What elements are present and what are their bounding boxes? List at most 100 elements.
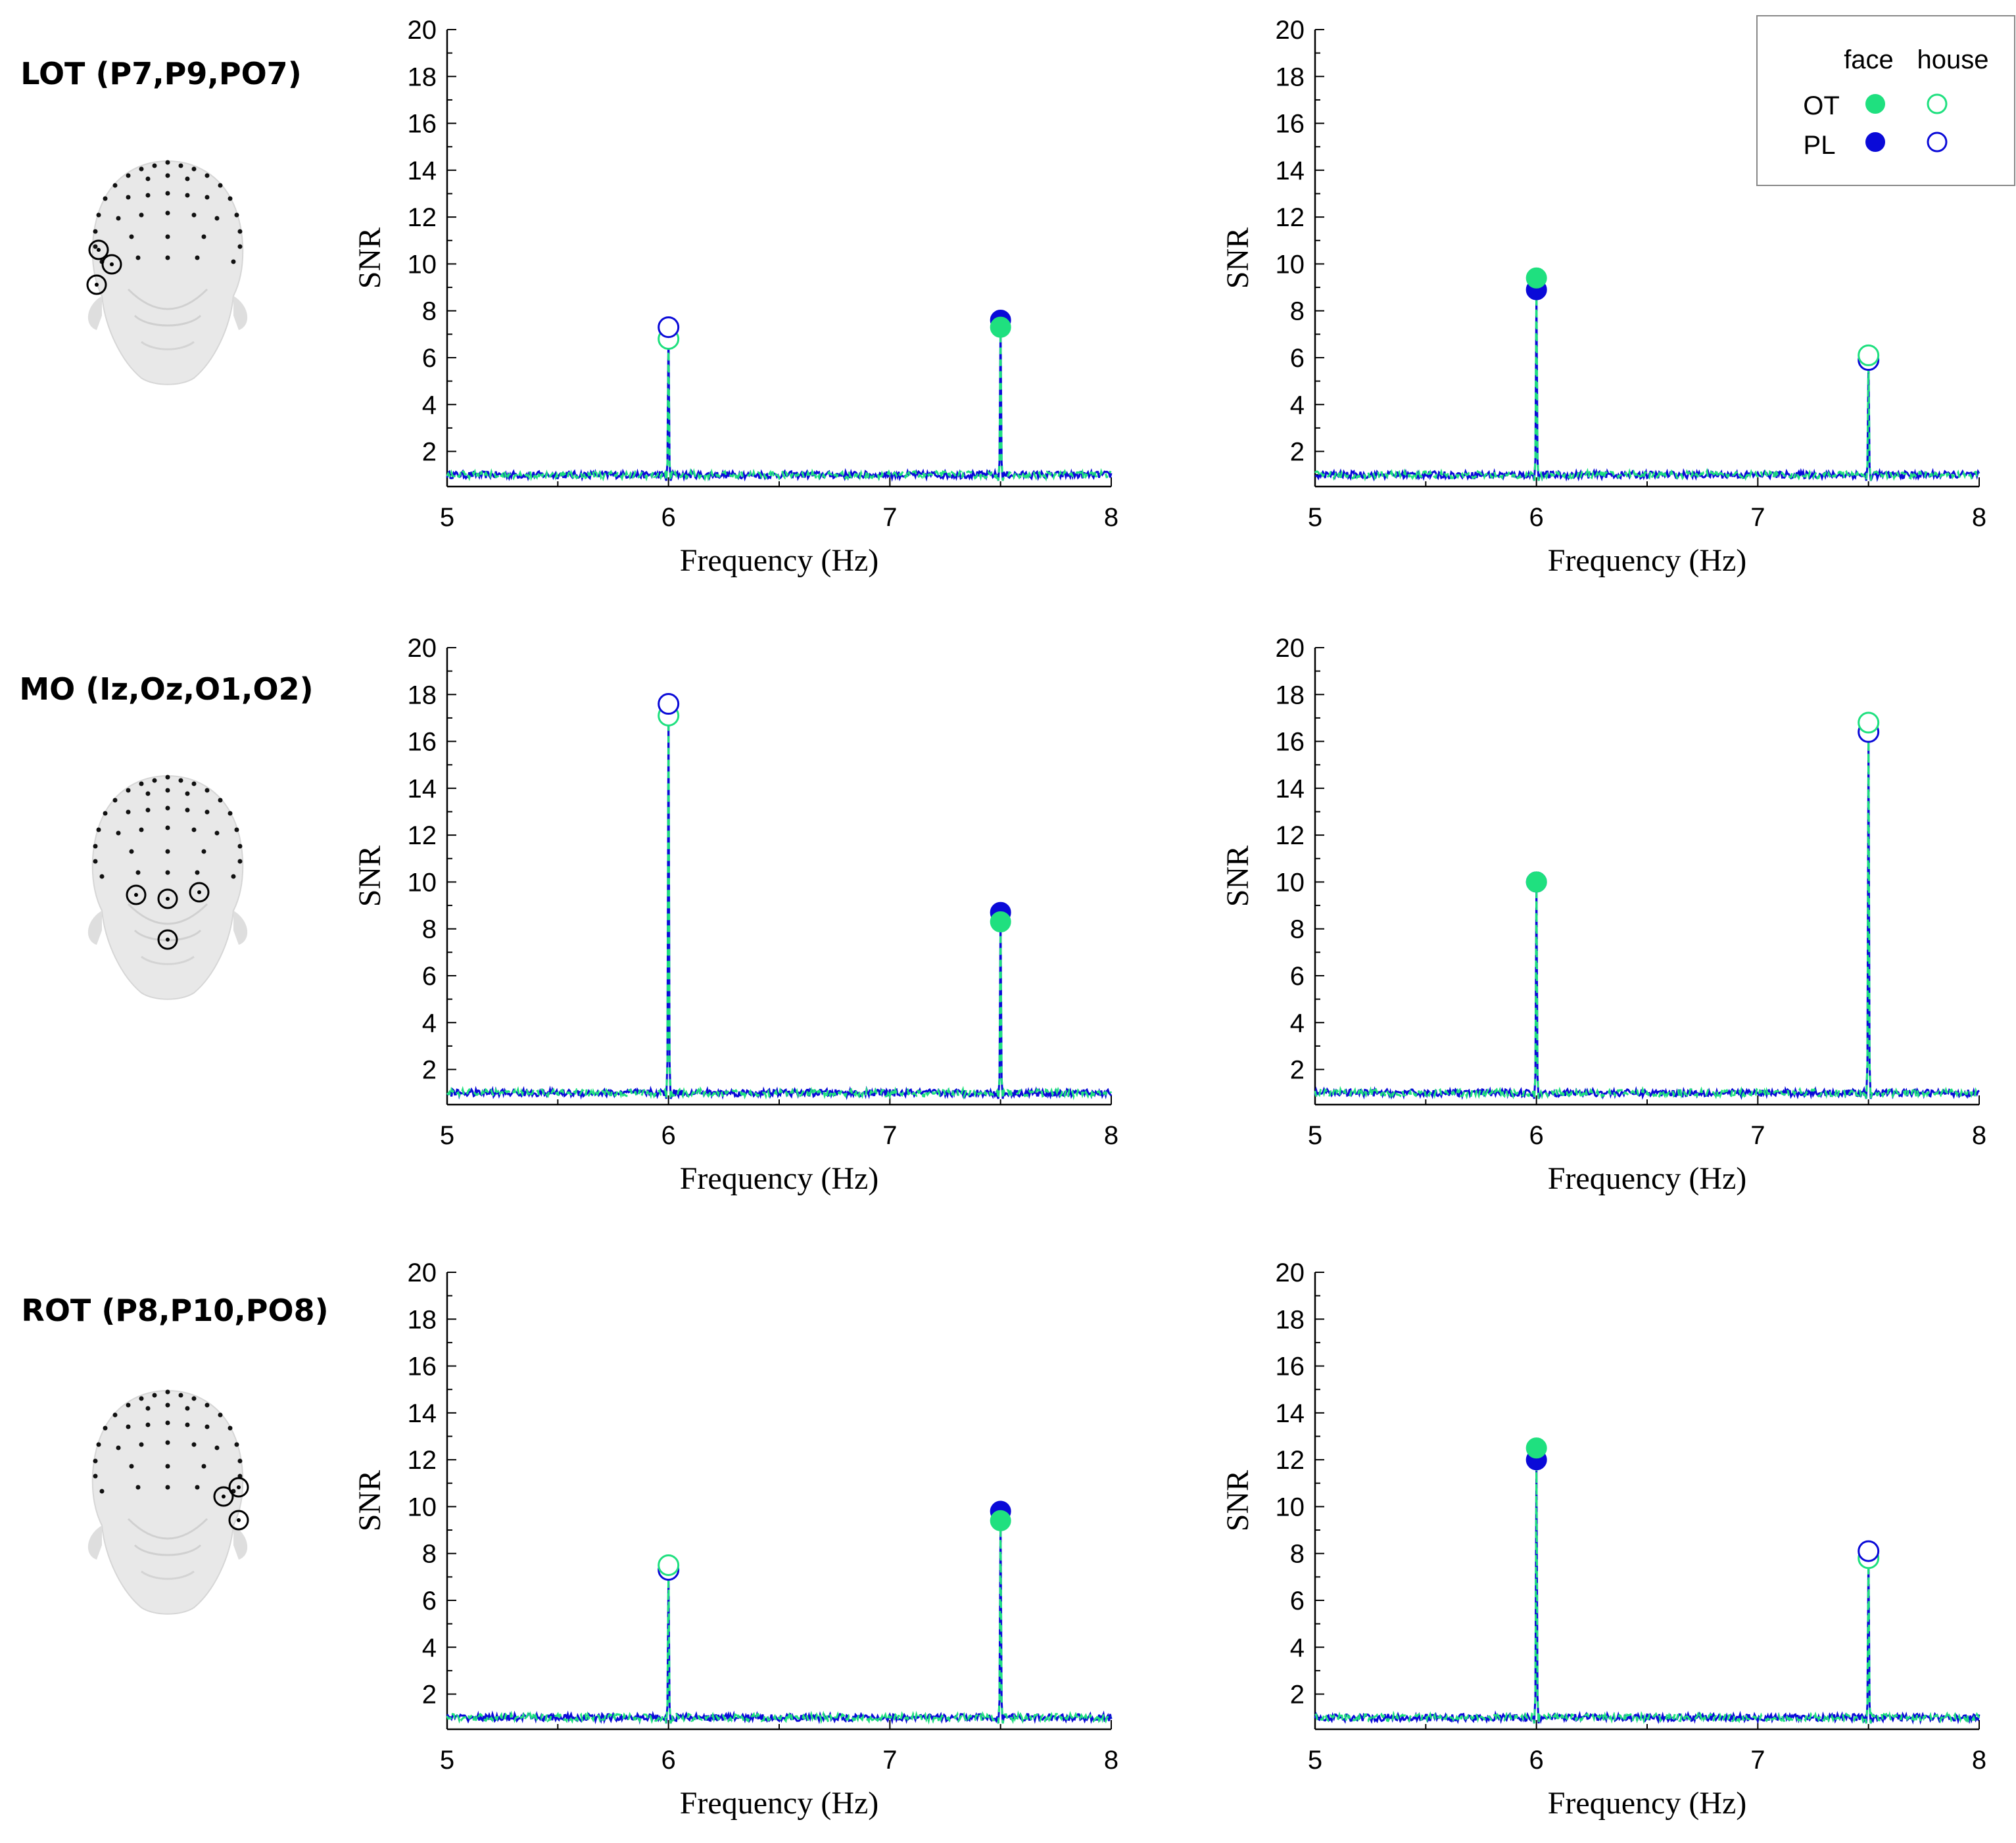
y-tick-label: 10	[408, 1493, 437, 1521]
x-axis-title: Frequency (Hz)	[1548, 543, 1747, 578]
x-axis-title: Frequency (Hz)	[680, 1161, 879, 1196]
x-tick-label: 7	[1750, 503, 1765, 532]
y-tick-label: 8	[422, 1540, 437, 1569]
x-tick-label: 6	[1529, 503, 1544, 532]
y-tick-label: 14	[1276, 156, 1305, 185]
y-tick-label: 2	[1290, 1056, 1305, 1085]
legend-box	[1756, 15, 2015, 186]
y-tick-label: 2	[1290, 1681, 1305, 1710]
y-tick-label: 6	[1290, 1587, 1305, 1616]
x-tick-label: 7	[882, 1121, 897, 1150]
y-tick-label: 6	[422, 962, 437, 991]
x-axis-title: Frequency (Hz)	[1548, 1786, 1747, 1821]
y-tick-label: 12	[408, 1446, 437, 1475]
head-electrode-map-rot	[87, 1389, 249, 1616]
y-tick-label: 16	[1276, 728, 1305, 757]
y-tick-label: 4	[422, 1633, 437, 1662]
legend-row-pl: PL	[1804, 131, 1836, 160]
legend-row-ot: OT	[1803, 91, 1840, 120]
series-line-pl	[446, 320, 1113, 482]
x-tick-label: 7	[1750, 1746, 1765, 1775]
y-tick-label: 8	[1290, 915, 1305, 944]
chart-panel-mo-left: 2 4 6 8 10 12 14 16 18 20 5 6 7 8 Frequency (Hz) SNR	[352, 634, 1118, 1196]
y-tick-label: 16	[408, 1352, 437, 1381]
x-tick-label: 6	[1529, 1121, 1544, 1150]
y-axis-title: SNR	[352, 227, 387, 289]
y-tick-label: 12	[1276, 821, 1305, 850]
y-tick-label: 14	[1276, 1399, 1305, 1428]
y-tick-label: 16	[1276, 1352, 1305, 1381]
y-tick-label: 14	[1276, 775, 1305, 803]
y-tick-label: 8	[422, 297, 437, 326]
y-tick-label: 18	[1276, 1305, 1305, 1334]
series-line-ot	[446, 1520, 1113, 1725]
y-tick-label: 10	[408, 250, 437, 279]
y-tick-label: 4	[422, 1009, 437, 1038]
legend-col-house: house	[1917, 45, 1989, 74]
y-tick-label: 4	[1290, 391, 1305, 419]
y-tick-label: 4	[422, 391, 437, 419]
legend-marker-pl-face	[1865, 132, 1885, 152]
y-tick-label: 20	[1276, 634, 1305, 663]
y-tick-label: 12	[1276, 203, 1305, 232]
series-line-pl	[1314, 1460, 1980, 1725]
peak-marker-ot-house	[658, 1554, 680, 1577]
y-axis-title: SNR	[352, 846, 387, 907]
peak-marker-pl-house	[658, 316, 680, 339]
x-tick-label: 5	[440, 503, 454, 532]
highlighted-electrodes-rot	[213, 1477, 249, 1531]
x-tick-label: 6	[1529, 1746, 1544, 1775]
y-tick-label: 6	[422, 344, 437, 373]
legend-marker-ot-face	[1865, 94, 1885, 114]
legend-marker-ot-house	[1927, 93, 1948, 114]
y-tick-label: 20	[1276, 16, 1305, 45]
row-title-lot: LOT (P7,P9,PO7)	[20, 56, 301, 91]
y-tick-label: 10	[1276, 1493, 1305, 1521]
y-tick-label: 2	[422, 1681, 437, 1710]
series-line-pl	[1314, 289, 1980, 483]
y-tick-label: 16	[408, 110, 437, 139]
head-electrode-map-lot	[86, 159, 249, 386]
y-tick-label: 12	[408, 821, 437, 850]
peak-marker-pl-house	[1858, 1540, 1880, 1562]
x-tick-label: 6	[661, 1746, 676, 1775]
peak-marker-ot-face	[1525, 1437, 1547, 1459]
y-tick-label: 12	[408, 203, 437, 232]
chart-panel-lot-right: 2 4 6 8 10 12 14 16 18 20 5 6 7 8 Frequency (Hz) SNR	[1220, 16, 1986, 578]
y-tick-label: 18	[408, 1305, 437, 1334]
y-tick-label: 14	[408, 775, 437, 803]
x-tick-label: 7	[1750, 1121, 1765, 1150]
y-axis-title: SNR	[1220, 227, 1255, 289]
peak-marker-ot-face	[990, 1510, 1011, 1531]
series-line-ot	[446, 715, 1113, 1101]
peak-marker-ot-house	[1858, 344, 1880, 366]
y-tick-label: 6	[1290, 962, 1305, 991]
peak-marker-ot-face	[990, 911, 1011, 932]
x-tick-label: 8	[1104, 1121, 1118, 1150]
x-tick-label: 7	[882, 503, 897, 532]
series-line-ot	[1314, 723, 1980, 1100]
highlighted-electrodes-mo	[126, 882, 210, 950]
series-line-pl	[446, 704, 1113, 1101]
x-tick-label: 7	[882, 1746, 897, 1775]
y-axis-title: SNR	[1220, 846, 1255, 907]
highlighted-electrodes-lot	[86, 239, 122, 295]
x-tick-label: 8	[1972, 1121, 1986, 1150]
y-tick-label: 8	[1290, 1540, 1305, 1569]
series-line-pl	[446, 1511, 1113, 1725]
x-axis-title: Frequency (Hz)	[680, 1786, 879, 1821]
x-tick-label: 5	[1308, 1746, 1322, 1775]
y-tick-label: 6	[1290, 344, 1305, 373]
x-axis-title: Frequency (Hz)	[1548, 1161, 1747, 1196]
x-tick-label: 8	[1972, 503, 1986, 532]
x-tick-label: 8	[1972, 1746, 1986, 1775]
chart-panel-mo-right: 2 4 6 8 10 12 14 16 18 20 5 6 7 8 Frequency (Hz) SNR	[1220, 634, 1986, 1196]
x-tick-label: 8	[1104, 1746, 1118, 1775]
series-line-ot	[1314, 1448, 1980, 1725]
x-tick-label: 5	[1308, 503, 1322, 532]
x-tick-label: 5	[1308, 1121, 1322, 1150]
y-tick-label: 18	[408, 62, 437, 91]
peak-marker-pl-house	[658, 693, 680, 715]
y-tick-label: 12	[1276, 1446, 1305, 1475]
